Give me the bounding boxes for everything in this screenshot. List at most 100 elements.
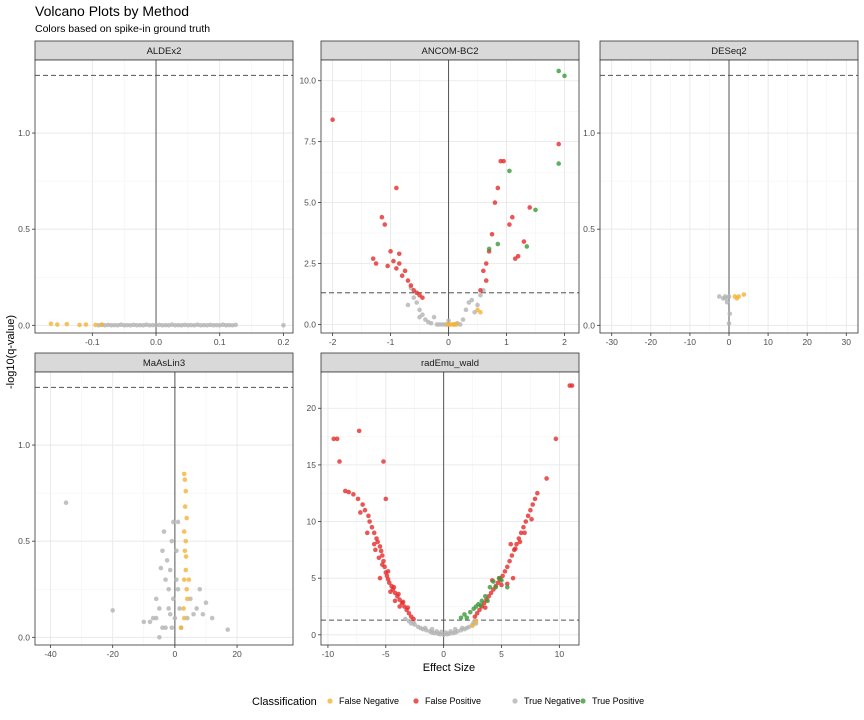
point-false-negative	[183, 567, 189, 573]
point-true-negative	[446, 318, 451, 324]
x-tick-label: 20	[802, 337, 812, 347]
point-true-negative	[171, 519, 176, 525]
legend-label-true-negative: True Negative	[524, 696, 580, 706]
point-true-negative	[174, 548, 179, 554]
point-false-positive	[373, 261, 379, 266]
panel-border	[34, 59, 294, 334]
legend: Classification False Negative False Posit…	[252, 696, 644, 708]
point-false-positive	[521, 524, 526, 530]
point-false-positive	[544, 476, 549, 481]
point-false-negative	[182, 477, 188, 482]
point-false-positive	[373, 547, 378, 553]
points	[63, 471, 231, 640]
point-false-positive	[380, 553, 385, 558]
point-false-positive	[394, 185, 399, 191]
point-false-positive	[391, 584, 397, 590]
point-true-negative	[428, 320, 434, 326]
point-false-positive	[500, 573, 505, 579]
point-false-negative	[183, 554, 189, 559]
point-true-negative	[209, 615, 215, 621]
point-true-negative	[157, 635, 162, 640]
point-false-positive	[507, 222, 512, 227]
x-tick-label: 0.0	[150, 337, 162, 347]
y-tick-label: 0.5	[583, 224, 595, 234]
point-true-negative	[191, 611, 196, 617]
point-false-positive	[385, 569, 391, 574]
point-false-negative	[181, 577, 187, 582]
point-false-positive	[367, 519, 372, 524]
point-false-positive	[488, 590, 494, 596]
point-false-positive	[527, 205, 533, 210]
point-false-positive	[391, 258, 396, 264]
point-true-positive	[478, 603, 483, 608]
plot-background	[35, 60, 293, 333]
point-false-positive	[532, 496, 538, 502]
point-false-positive	[510, 575, 516, 581]
point-false-negative	[99, 322, 105, 328]
point-true-negative	[171, 596, 176, 602]
legend-key-true-negative	[512, 698, 518, 704]
point-false-positive	[523, 519, 529, 524]
point-false-positive	[375, 539, 380, 545]
point-false-positive	[510, 214, 515, 220]
point-false-negative	[185, 596, 190, 602]
point-true-negative	[417, 314, 422, 320]
point-false-positive	[508, 541, 514, 547]
y-tick-label: 5.0	[304, 198, 316, 208]
point-false-positive	[522, 530, 527, 536]
y-tick-label: 5	[311, 573, 316, 583]
point-true-positive	[495, 241, 501, 247]
y-tick-label: 1.0	[18, 128, 30, 138]
point-true-positive	[562, 73, 567, 79]
point-false-positive	[331, 436, 337, 442]
chart-title: Volcano Plots by Method	[35, 3, 189, 19]
point-false-positive	[553, 436, 559, 442]
point-true-negative	[166, 606, 171, 611]
x-tick-label: -30	[606, 337, 619, 347]
x-tick-label: 0	[446, 337, 451, 347]
point-true-positive	[458, 615, 464, 621]
point-false-positive	[385, 263, 390, 269]
point-true-negative	[457, 322, 463, 327]
point-true-negative	[422, 625, 428, 631]
point-true-negative	[163, 577, 168, 582]
point-true-positive	[533, 207, 538, 213]
point-false-positive	[521, 239, 527, 244]
point-false-positive	[343, 488, 348, 494]
point-false-negative	[64, 321, 70, 327]
point-false-negative	[182, 504, 188, 509]
point-false-positive	[364, 530, 370, 536]
legend-label-false-positive: False Positive	[425, 696, 481, 706]
x-tick-label: 2	[562, 337, 567, 347]
point-true-positive	[487, 584, 493, 590]
y-tick-label: 20	[307, 403, 317, 413]
point-true-negative	[166, 586, 171, 592]
point-false-positive	[394, 266, 399, 271]
point-true-negative	[147, 619, 153, 625]
point-false-positive	[392, 590, 398, 596]
point-false-positive	[362, 507, 368, 513]
point-true-negative	[429, 626, 435, 632]
facet-label: DESeq2	[711, 46, 746, 57]
point-true-negative	[161, 529, 167, 534]
point-true-negative	[172, 615, 178, 621]
point-true-negative	[281, 323, 286, 328]
point-true-positive	[507, 168, 512, 174]
point-false-positive	[337, 459, 342, 464]
point-false-positive	[514, 541, 519, 547]
point-true-negative	[200, 611, 206, 617]
point-false-positive	[397, 604, 402, 609]
point-true-negative	[225, 627, 231, 632]
point-false-positive	[382, 222, 388, 227]
point-true-negative	[469, 297, 475, 303]
point-false-positive	[486, 593, 492, 599]
point-false-positive	[495, 580, 501, 585]
point-false-positive	[370, 256, 376, 261]
point-false-positive	[351, 492, 356, 497]
point-false-positive	[396, 251, 402, 257]
point-true-negative	[403, 616, 408, 622]
x-tick-label: -10	[684, 337, 697, 347]
point-false-negative	[473, 618, 479, 624]
point-false-positive	[381, 459, 386, 464]
point-false-positive	[388, 249, 393, 254]
